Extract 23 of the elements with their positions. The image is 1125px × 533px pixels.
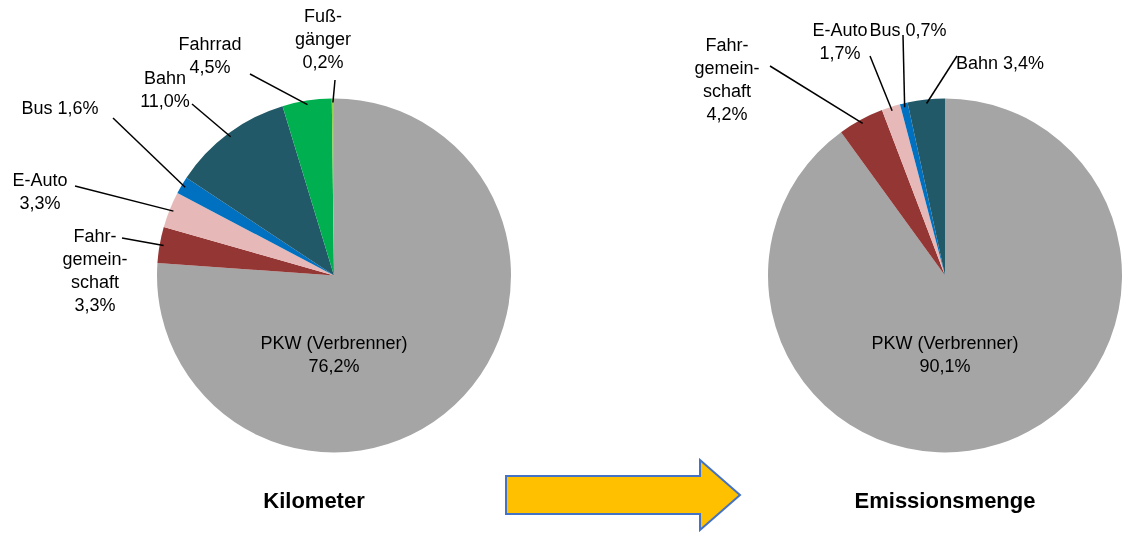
slice-label: Fahr- gemein- schaft [694,34,760,101]
data-label: 4,5% [189,56,231,77]
data-label: 3,3% [74,294,116,315]
slice-label: Fahrrad [178,33,242,54]
data-label: 4,2% [706,103,748,124]
slice-label: PKW (Verbrenner) [260,333,408,354]
slice-label: Bahn 3,4% [955,52,1045,73]
slice-label: Fuß- gänger [294,5,352,49]
data-label: 11,0% [140,90,190,111]
text: Emissionsmenge [854,488,1036,514]
slice-label: Fahr- gemein- schaft [62,225,128,292]
slice-label: PKW (Verbrenner) [871,333,1019,354]
text: Kilometer [263,488,366,514]
slice-label: Bus 0,7% [869,19,947,40]
data-label: 3,3% [19,192,61,213]
slice-label: E-Auto [12,169,68,190]
slice-label: Bahn [143,67,187,88]
slice-label: E-Auto [812,19,868,40]
data-label: 0,2% [302,51,344,72]
slice-label: Bus 1,6% [21,97,99,118]
data-label: 76,2% [308,356,360,377]
data-label: 90,1% [919,356,971,377]
data-label: 1,7% [819,42,861,63]
